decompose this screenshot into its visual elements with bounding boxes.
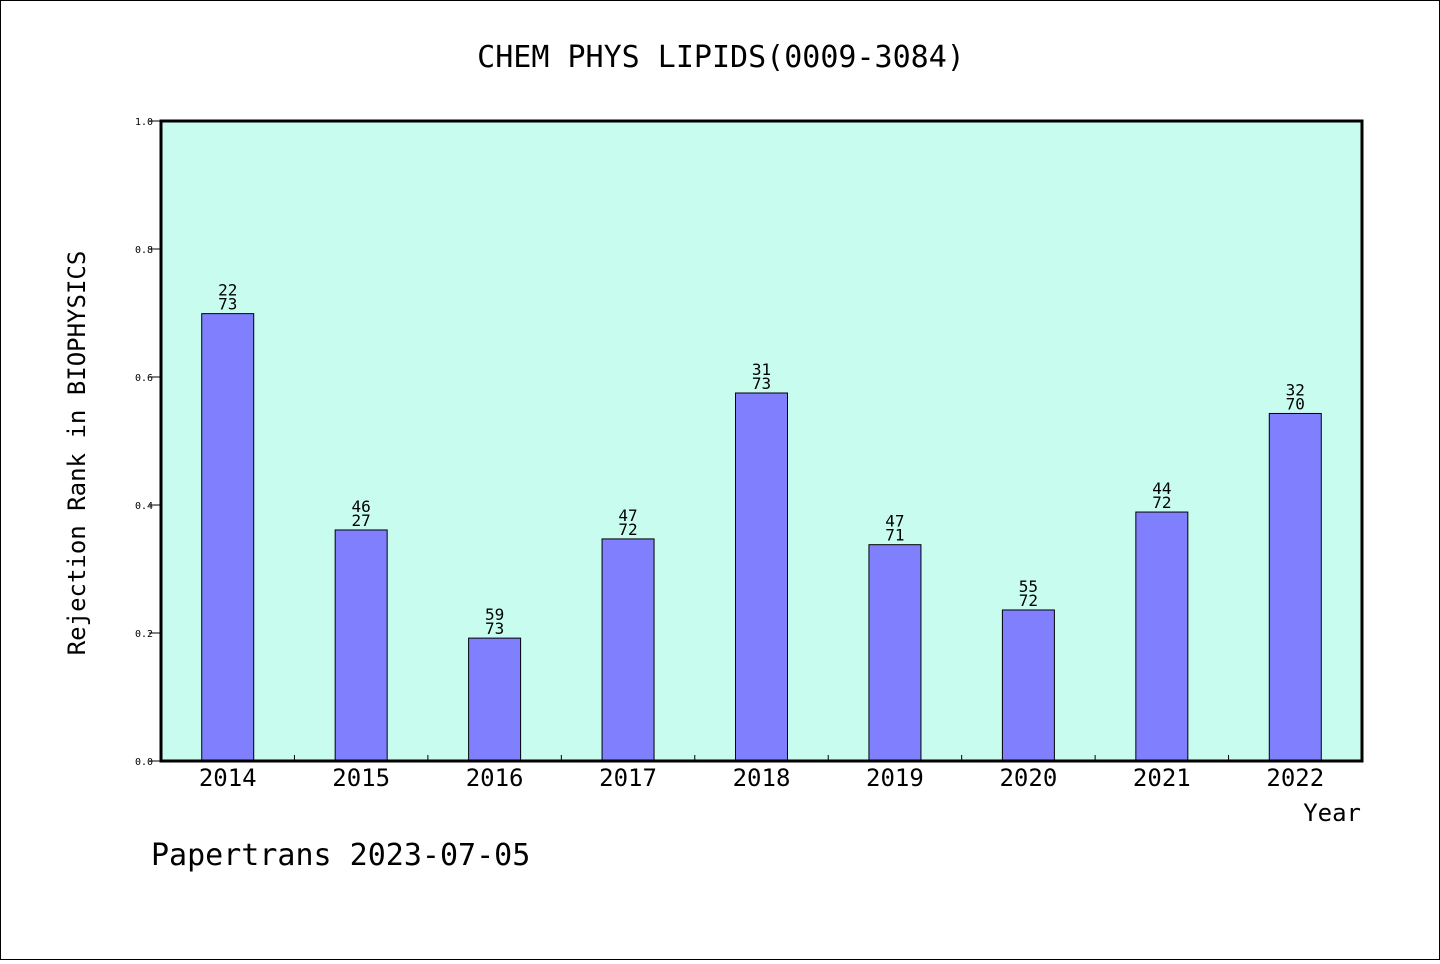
bar-label-bottom: 70 xyxy=(1286,394,1305,413)
footer-text: Papertrans 2023-07-05 xyxy=(151,838,530,873)
bar-2019 xyxy=(868,544,922,762)
x-tick-label: 2020 xyxy=(999,764,1057,792)
y-axis-label: Rejection Rank in BIOPHYSICS xyxy=(63,251,91,656)
y-tick-label: 0.2 xyxy=(135,629,153,640)
x-tick-label: 2016 xyxy=(466,764,524,792)
bar-label-top: 22 xyxy=(218,281,237,300)
bar-label-top: 55 xyxy=(1019,577,1038,596)
bar-label-top: 32 xyxy=(1286,380,1305,399)
bar-label-bottom: 72 xyxy=(1019,591,1038,610)
bar-label-top: 47 xyxy=(885,512,904,531)
x-tick-label: 2017 xyxy=(599,764,657,792)
bar-label-bottom: 72 xyxy=(618,520,637,539)
x-tick-label: 2014 xyxy=(199,764,257,792)
bar-2018 xyxy=(735,392,788,762)
bar-2021 xyxy=(1135,511,1189,762)
x-tick-label: 2021 xyxy=(1133,764,1191,792)
bar-2022 xyxy=(1268,412,1322,762)
y-tick-label: 1.0 xyxy=(135,117,153,128)
bar-label-top: 46 xyxy=(352,497,371,516)
bar-label-bottom: 27 xyxy=(352,511,371,530)
bar-label-bottom: 73 xyxy=(752,374,771,393)
x-tick-label: 2018 xyxy=(733,764,791,792)
y-tick-label: 0.6 xyxy=(135,373,153,384)
bar-2017 xyxy=(601,538,655,762)
bar-label-top: 31 xyxy=(752,360,771,379)
bar-2014 xyxy=(201,313,255,762)
bars-group xyxy=(201,313,1322,762)
bar-label-bottom: 73 xyxy=(218,295,237,314)
bar-label-top: 47 xyxy=(618,506,637,525)
y-tick-label: 0.0 xyxy=(135,757,153,768)
plot-border xyxy=(159,119,1364,763)
x-tick-label: 2022 xyxy=(1266,764,1324,792)
y-axis: 0.0 0.2 0.4 0.6 0.8 1.0 xyxy=(135,117,161,768)
bar-2020 xyxy=(1001,609,1055,762)
bar-2015 xyxy=(334,529,388,762)
bar-label-top: 59 xyxy=(485,605,504,624)
bar-label-top: 44 xyxy=(1152,479,1171,498)
y-tick-label: 0.8 xyxy=(135,245,153,256)
x-axis-label: Year xyxy=(1303,799,1361,827)
bar-label-bottom: 72 xyxy=(1152,493,1171,512)
x-tick-label: 2019 xyxy=(866,764,924,792)
y-tick-label: 0.4 xyxy=(135,501,153,512)
chart-title: CHEM PHYS LIPIDS(0009-3084) xyxy=(477,40,965,75)
x-tick-label: 2015 xyxy=(332,764,390,792)
x-axis: 2014 2015 2016 2017 2018 2019 2020 2021 2022 xyxy=(199,755,1324,792)
bar-label-bottom: 73 xyxy=(485,619,504,638)
bar-2016 xyxy=(468,637,522,762)
bar-label-bottom: 71 xyxy=(885,526,904,545)
